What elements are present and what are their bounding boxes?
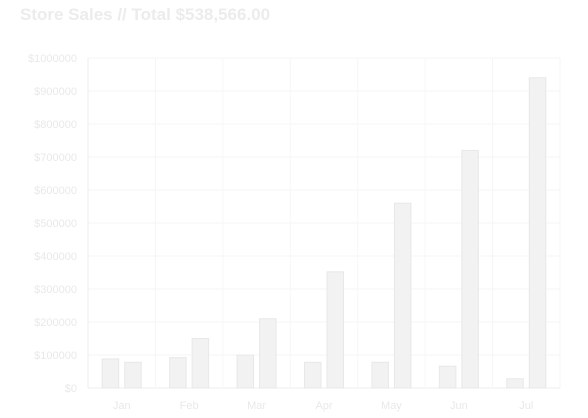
y-axis: $0 $100000 $200000 $300000 $400000 $500000 $60… xyxy=(28,53,77,395)
bar-jan-series-2 xyxy=(124,361,142,389)
y-tick-label: $900000 xyxy=(34,86,77,98)
y-tick-label: $0 xyxy=(65,383,77,395)
y-tick-label: $700000 xyxy=(34,152,77,164)
y-tick-label: $800000 xyxy=(34,119,77,131)
bar-feb-series-1 xyxy=(169,357,187,389)
bar-jun-series-1 xyxy=(438,365,457,389)
bar-apr-series-1 xyxy=(304,361,322,389)
bars xyxy=(101,77,547,389)
bar-jul-series-2 xyxy=(528,77,547,389)
bar-may-series-2 xyxy=(393,202,412,389)
y-tick-label: $600000 xyxy=(34,185,77,197)
bar-feb-series-2 xyxy=(191,338,210,389)
x-tick-label: Mar xyxy=(247,400,266,412)
grid-lines xyxy=(87,57,561,389)
bar-may-series-1 xyxy=(371,361,389,389)
x-tick-label: Jul xyxy=(519,400,533,412)
bar-jul-series-1 xyxy=(506,378,524,389)
x-tick-label: May xyxy=(381,400,402,412)
x-tick-label: Apr xyxy=(315,400,332,412)
y-tick-label: $500000 xyxy=(34,218,77,230)
y-tick-label: $300000 xyxy=(34,284,77,296)
x-tick-label: Jun xyxy=(450,400,468,412)
bar-jun-series-2 xyxy=(461,149,479,389)
x-axis: Jan Feb Mar Apr May Jun Jul xyxy=(113,400,533,412)
bar-mar-series-1 xyxy=(236,354,255,389)
bar-mar-series-2 xyxy=(259,318,277,389)
y-tick-label: $200000 xyxy=(34,317,77,329)
bar-apr-series-2 xyxy=(326,271,344,389)
y-tick-label: $100000 xyxy=(34,350,77,362)
x-tick-label: Jan xyxy=(113,400,131,412)
y-tick-label: $1000000 xyxy=(28,53,77,65)
bar-jan-series-1 xyxy=(101,358,120,389)
x-tick-label: Feb xyxy=(180,400,199,412)
y-tick-label: $400000 xyxy=(34,251,77,263)
chart-title: Store Sales // Total $538,566.00 xyxy=(20,5,271,24)
